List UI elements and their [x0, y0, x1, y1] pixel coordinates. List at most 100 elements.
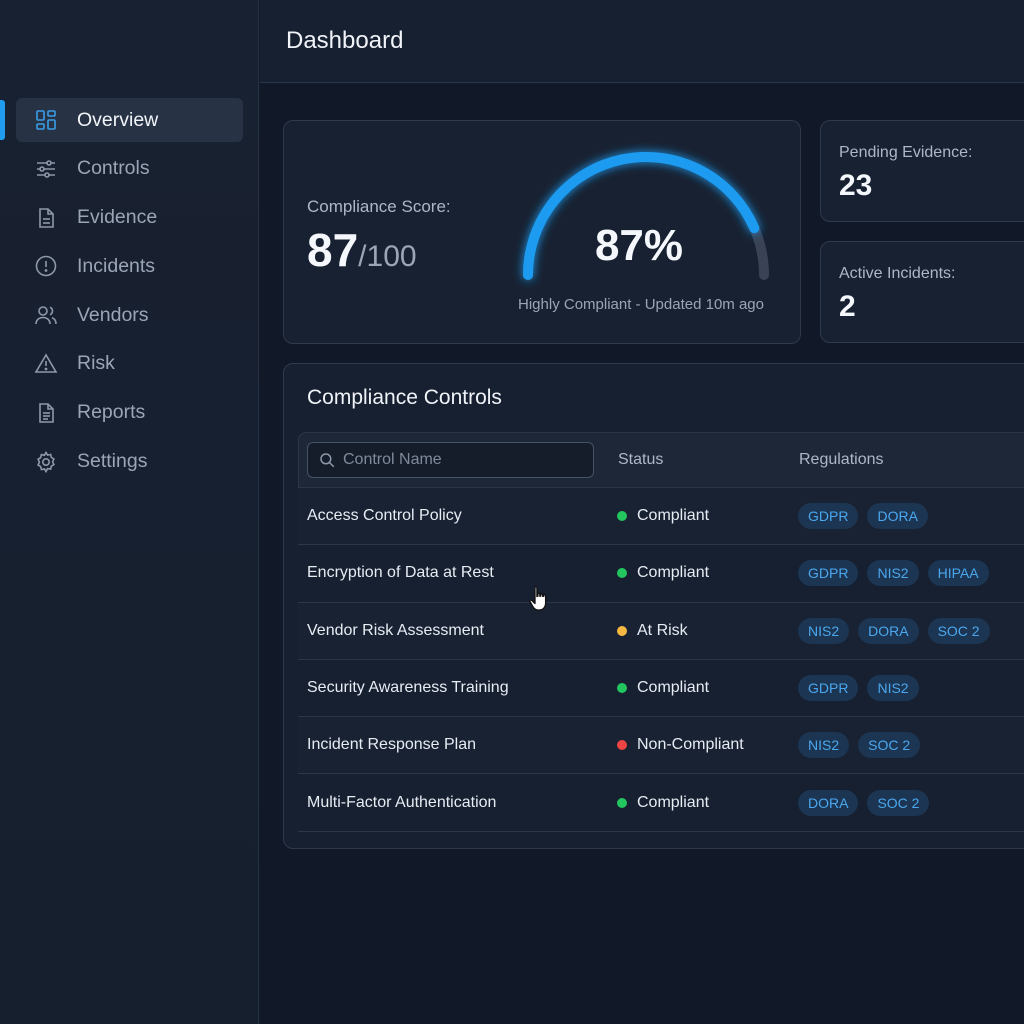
regulation-tag[interactable]: NIS2	[867, 560, 919, 587]
controls-table: Status Regulations Access Control Policy…	[298, 432, 1024, 832]
warning-triangle-icon	[34, 352, 58, 376]
regulation-tags: GDPR DORA	[798, 503, 937, 530]
control-name: Vendor Risk Assessment	[307, 621, 484, 639]
table-row[interactable]: Incident Response Plan Non-Compliant NIS2 S…	[298, 717, 1024, 775]
sidebar-item-label: Incidents	[77, 254, 156, 277]
sidebar-nav: Overview Controls Evidence Incidents Ven…	[16, 98, 243, 488]
regulation-tags: GDPR NIS2 HIPAA	[798, 560, 998, 587]
active-incidents-card[interactable]: Active Incidents: 2	[820, 241, 1024, 343]
sidebar-item-label: Controls	[77, 157, 150, 180]
active-nav-indicator	[0, 100, 5, 140]
status-dot-icon	[617, 740, 627, 751]
alert-circle-icon	[34, 254, 58, 278]
status-label: Non-Compliant	[637, 736, 744, 754]
compliance-gauge	[523, 152, 769, 280]
table-body: Access Control Policy Compliant GDPR DORA En…	[298, 488, 1024, 832]
sliders-icon	[34, 157, 58, 181]
sidebar-item-overview[interactable]: Overview	[16, 98, 243, 142]
control-name: Access Control Policy	[307, 507, 462, 525]
control-search-input[interactable]	[343, 451, 583, 469]
compliance-controls-card: Compliance Controls Status Regulations A…	[283, 363, 1024, 849]
sidebar: Overview Controls Evidence Incidents Ven…	[0, 0, 259, 1024]
regulation-tag[interactable]: DORA	[798, 789, 859, 816]
regulation-tags: NIS2 SOC 2	[798, 732, 929, 759]
gauge-fill	[523, 152, 760, 280]
sidebar-item-label: Reports	[77, 401, 146, 424]
hand-cursor-icon	[529, 586, 547, 611]
regulation-tag[interactable]: SOC 2	[858, 732, 921, 759]
regulation-tag[interactable]: DORA	[858, 617, 919, 644]
status-dot-icon	[617, 511, 627, 522]
regulation-tag[interactable]: GDPR	[798, 675, 859, 702]
active-incidents-label: Active Incidents:	[839, 265, 956, 282]
regulation-tags: DORA SOC 2	[798, 789, 938, 816]
sidebar-item-reports[interactable]: Reports	[16, 391, 243, 435]
regulation-tag[interactable]: GDPR	[798, 560, 859, 587]
score-max: /100	[358, 240, 417, 273]
gauge-subtitle: Highly Compliant - Updated 10m ago	[518, 296, 764, 313]
control-name: Encryption of Data at Rest	[307, 564, 494, 582]
pending-evidence-label: Pending Evidence:	[839, 144, 973, 161]
table-header: Status Regulations	[298, 432, 1024, 488]
status-dot-icon	[617, 683, 627, 694]
regulation-tag[interactable]: SOC 2	[927, 617, 990, 644]
controls-title: Compliance Controls	[307, 386, 502, 409]
status-dot-icon	[617, 568, 627, 579]
sidebar-item-risk[interactable]: Risk	[16, 342, 243, 386]
status-dot-icon	[617, 625, 627, 636]
sidebar-item-settings[interactable]: Settings	[16, 440, 243, 484]
regulation-tags: GDPR NIS2	[798, 675, 928, 702]
table-row[interactable]: Encryption of Data at Rest Compliant GDPR N…	[298, 545, 1024, 603]
control-name: Incident Response Plan	[307, 736, 476, 754]
compliance-score-card: Compliance Score: 87/100 87% Highly Comp…	[283, 120, 801, 344]
dashboard-content: Compliance Score: 87/100 87% Highly Comp…	[260, 84, 1024, 1024]
regulation-tag[interactable]: SOC 2	[867, 789, 930, 816]
regulation-tag[interactable]: NIS2	[867, 675, 919, 702]
control-status: Compliant	[617, 794, 709, 812]
control-search-box[interactable]	[307, 442, 594, 478]
status-label: Compliant	[637, 679, 710, 697]
control-status: Compliant	[617, 679, 709, 697]
score-value: 87/100	[307, 223, 417, 277]
sidebar-item-controls[interactable]: Controls	[16, 147, 243, 191]
grid-icon	[34, 108, 58, 132]
sidebar-item-label: Overview	[77, 108, 159, 131]
control-status: Compliant	[617, 564, 709, 582]
score-label: Compliance Score:	[307, 197, 451, 216]
users-icon	[34, 303, 58, 327]
sidebar-item-label: Evidence	[77, 206, 158, 229]
column-header-status[interactable]: Status	[618, 451, 664, 468]
pending-evidence-value: 23	[839, 169, 873, 202]
regulation-tag[interactable]: NIS2	[798, 732, 850, 759]
gear-icon	[34, 450, 58, 474]
table-row[interactable]: Multi-Factor Authentication Compliant DORA…	[298, 774, 1024, 832]
main-area: Dashboard Compliance Score: 87/100 87% H…	[260, 0, 1024, 1024]
pending-evidence-card[interactable]: Pending Evidence: 23	[820, 120, 1024, 222]
sidebar-item-vendors[interactable]: Vendors	[16, 293, 243, 337]
status-label: Compliant	[637, 564, 710, 582]
control-status: At Risk	[617, 622, 688, 640]
report-icon	[34, 401, 58, 425]
table-row[interactable]: Access Control Policy Compliant GDPR DORA	[298, 488, 1024, 546]
sidebar-item-label: Vendors	[77, 303, 149, 326]
column-header-regulations[interactable]: Regulations	[799, 451, 884, 468]
sidebar-item-label: Risk	[77, 352, 115, 375]
active-incidents-value: 2	[839, 290, 856, 323]
sidebar-item-label: Settings	[77, 450, 148, 473]
regulation-tags: NIS2 DORA SOC 2	[798, 617, 999, 644]
table-row[interactable]: Security Awareness Training Compliant GDPR…	[298, 660, 1024, 718]
gauge-percent: 87%	[594, 221, 684, 270]
search-icon	[320, 453, 335, 468]
regulation-tag[interactable]: HIPAA	[927, 560, 989, 587]
control-status: Non-Compliant	[617, 736, 744, 754]
status-label: Compliant	[637, 507, 710, 525]
regulation-tag[interactable]: GDPR	[798, 503, 859, 530]
regulation-tag[interactable]: NIS2	[798, 617, 850, 644]
control-name: Security Awareness Training	[307, 679, 509, 697]
sidebar-item-incidents[interactable]: Incidents	[16, 244, 243, 288]
header: Dashboard	[260, 0, 1024, 83]
control-name: Multi-Factor Authentication	[307, 793, 497, 811]
table-row[interactable]: Vendor Risk Assessment At Risk NIS2 DORA SOC…	[298, 602, 1024, 660]
regulation-tag[interactable]: DORA	[867, 503, 928, 530]
sidebar-item-evidence[interactable]: Evidence	[16, 196, 243, 240]
